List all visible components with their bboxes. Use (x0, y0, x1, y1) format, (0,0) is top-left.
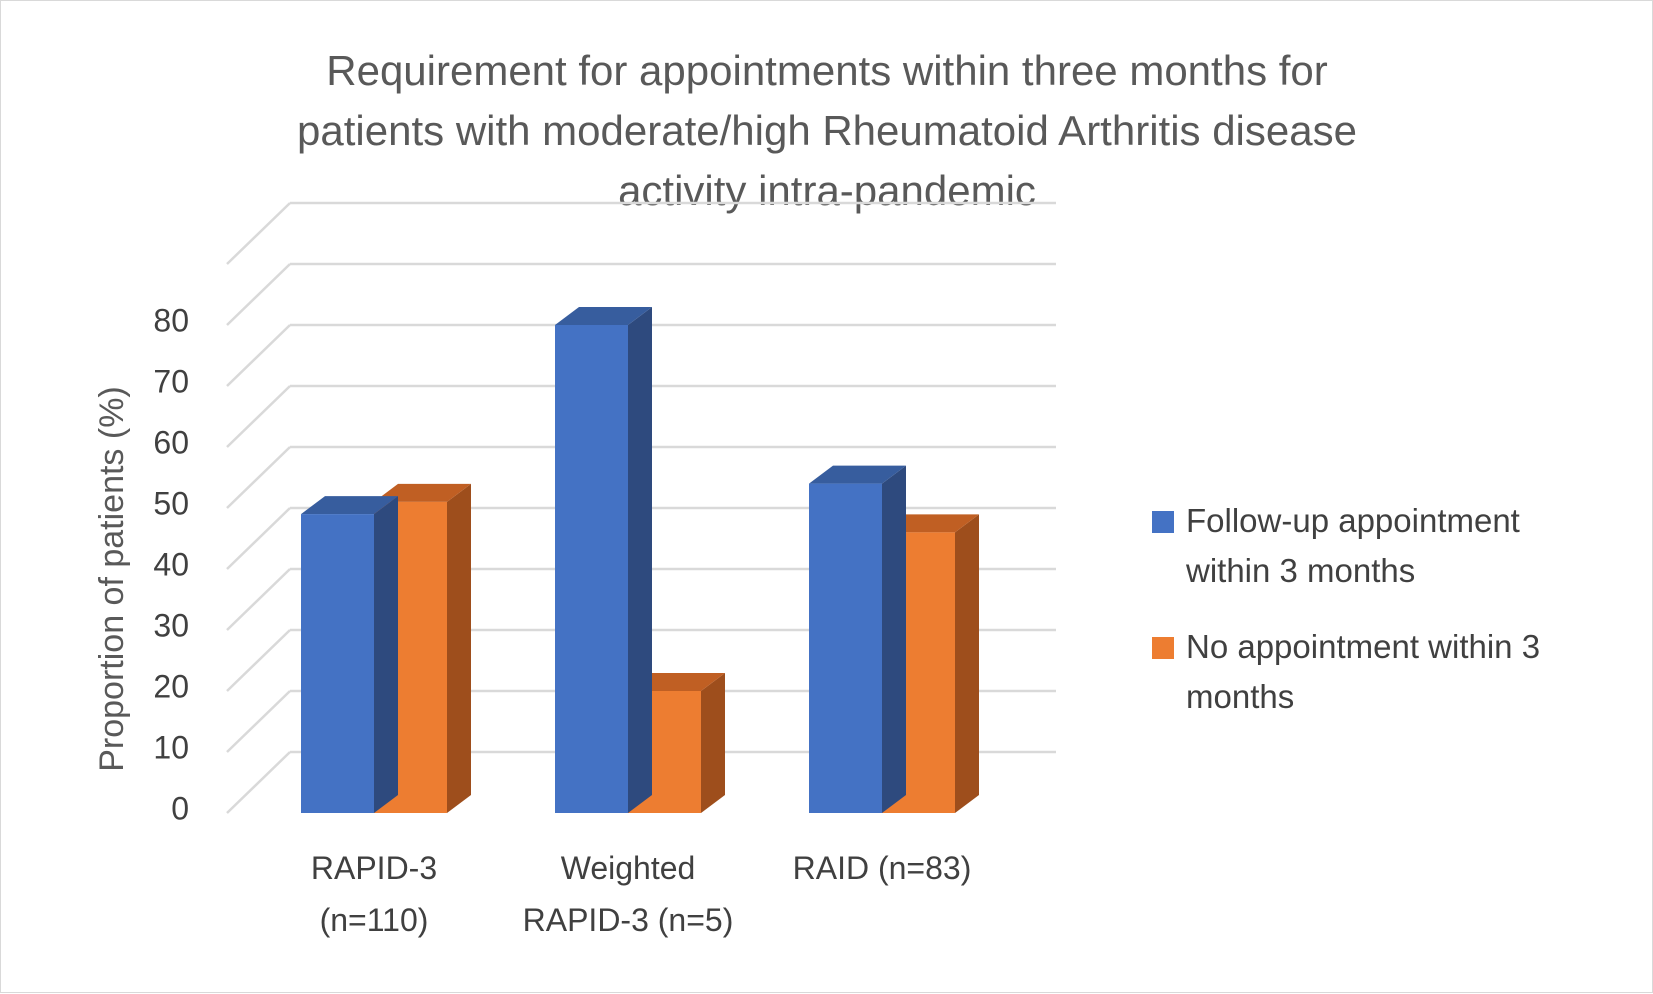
gridline-side (226, 446, 291, 509)
bar-top (628, 673, 725, 691)
bar-top (555, 307, 652, 325)
legend-label: No appointment within 3 (1186, 628, 1540, 665)
bar (301, 496, 398, 813)
bar-front (809, 483, 882, 813)
y-axis-label: Proportion of patients (%) (93, 386, 131, 772)
bar-side (628, 307, 652, 813)
bar-front (555, 325, 628, 813)
gridline-side (226, 751, 291, 814)
category-label-line: RAPID-3 (n=5) (523, 902, 734, 938)
bar-top (809, 465, 906, 484)
legend-item: Follow-up appointment within 3 months (1152, 502, 1520, 589)
category-label: RAID (n=83) (793, 850, 972, 886)
y-tick-labels: 0 10 20 30 40 50 60 70 80 (153, 302, 189, 826)
legend-label: Follow-up appointment (1186, 502, 1520, 539)
bar-top (301, 496, 398, 515)
category-label-line: RAPID-3 (311, 850, 437, 886)
legend-label: within 3 months (1185, 552, 1415, 589)
chart-title-line: patients with moderate/high Rheumatoid A… (297, 107, 1357, 154)
gridline-side (226, 324, 291, 387)
bar-side (701, 673, 725, 813)
bar-side (447, 483, 471, 813)
legend-swatch (1152, 637, 1174, 659)
chart-title: Requirement for appointments within thre… (297, 47, 1357, 214)
gridline-side (226, 690, 291, 753)
category-label-line: Weighted (561, 850, 696, 886)
bar-top (374, 483, 471, 502)
category-label-line: RAID (n=83) (793, 850, 972, 886)
y-tick-label: 30 (153, 607, 189, 643)
legend-swatch (1152, 511, 1174, 533)
category-labels: RAPID-3 (n=110) Weighted RAPID-3 (n=5) RAID … (311, 850, 971, 938)
bar (555, 307, 652, 813)
y-tick-label: 40 (153, 546, 189, 582)
bar-side (955, 514, 979, 813)
gridline-side (226, 202, 291, 265)
legend-label: months (1186, 678, 1294, 715)
y-tick-label: 70 (153, 363, 189, 399)
gridline-side (226, 568, 291, 631)
y-tick-label: 50 (153, 485, 189, 521)
category-label: Weighted RAPID-3 (n=5) (523, 850, 734, 938)
legend-item: No appointment within 3 months (1152, 628, 1540, 715)
gridline-side (226, 507, 291, 570)
bar-side (374, 496, 398, 813)
y-tick-label: 20 (153, 668, 189, 704)
gridline-side (226, 629, 291, 692)
bar (809, 465, 906, 813)
y-tick-label: 60 (153, 424, 189, 460)
bar-top (882, 514, 979, 533)
bars (301, 307, 979, 813)
bar-side (882, 465, 906, 813)
bar-front (301, 514, 374, 813)
gridline-side (226, 385, 291, 448)
legend: Follow-up appointment within 3 months No a… (1152, 502, 1540, 715)
category-label: RAPID-3 (n=110) (311, 850, 437, 938)
y-tick-label: 0 (171, 790, 189, 826)
chart-title-line: activity intra-pandemic (618, 167, 1036, 214)
y-tick-label: 80 (153, 302, 189, 338)
category-label-line: (n=110) (320, 902, 429, 938)
y-tick-label: 10 (153, 729, 189, 765)
gridline-side (226, 263, 291, 326)
chart-title-line: Requirement for appointments within thre… (326, 47, 1328, 94)
